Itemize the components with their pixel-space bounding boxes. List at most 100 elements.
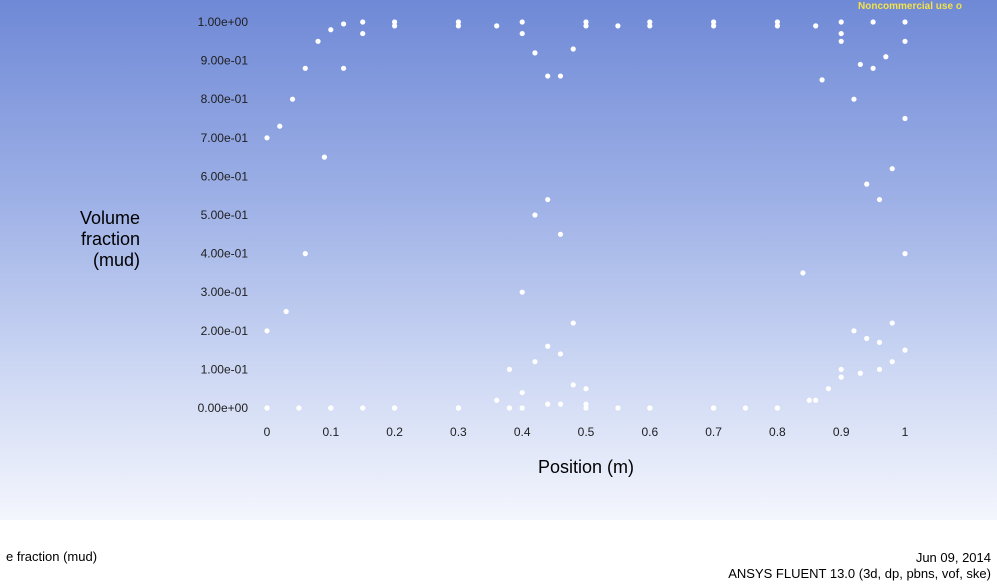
y-tick-labels: 0.00e+00 1.00e-01 2.00e-01 3.00e-01 4.00e-01…: [198, 15, 249, 415]
x-tick-label: 0: [264, 425, 271, 439]
data-point: [819, 77, 825, 83]
data-point: [883, 54, 889, 60]
data-point: [545, 196, 551, 203]
y-tick-label: 2.00e-01: [201, 324, 249, 338]
data-point: [583, 401, 589, 407]
data-point: [870, 19, 876, 25]
data-point: [889, 320, 895, 326]
data-point: [902, 19, 908, 25]
data-point: [340, 65, 347, 71]
data-point: [838, 38, 844, 44]
data-point: [876, 196, 883, 203]
data-point: [838, 19, 844, 25]
data-point: [889, 359, 895, 365]
data-point: [494, 23, 500, 29]
data-points: [264, 19, 908, 411]
data-point: [570, 46, 576, 52]
y-axis-title-line-2: fraction: [81, 229, 140, 249]
data-point: [583, 19, 589, 25]
data-point: [264, 405, 270, 411]
y-tick-label: 6.00e-01: [201, 169, 249, 183]
y-tick-label: 1.00e-01: [201, 362, 249, 376]
data-point: [289, 96, 296, 102]
data-point: [800, 270, 806, 276]
data-point: [902, 347, 908, 353]
footer-date: Jun 09, 2014: [915, 550, 991, 565]
data-point: [902, 251, 908, 257]
footer-solver: ANSYS FLUENT 13.0 (3d, dp, pbns, vof, sk…: [728, 566, 991, 581]
x-tick-label: 0.1: [322, 425, 339, 439]
data-point: [857, 370, 863, 376]
data-point: [455, 405, 461, 411]
x-tick-labels: 0 0.1 0.2 0.3 0.4 0.5 0.6 0.7 0.8 0.9 1: [264, 425, 909, 439]
data-point: [851, 328, 857, 334]
data-point: [494, 397, 500, 403]
y-tick-label: 5.00e-01: [201, 208, 249, 222]
data-point: [774, 19, 781, 25]
data-point: [583, 23, 589, 29]
data-point: [825, 386, 832, 392]
data-point: [557, 351, 564, 357]
y-tick-label: 1.00e+00: [198, 15, 249, 29]
data-point: [864, 335, 870, 342]
data-point: [570, 382, 576, 388]
data-point: [532, 50, 538, 56]
data-point: [360, 19, 366, 25]
x-tick-label: 0.6: [641, 425, 658, 439]
data-point: [392, 405, 398, 411]
x-tick-label: 0.8: [769, 425, 786, 439]
x-tick-label: 0.3: [450, 425, 467, 439]
data-point: [506, 405, 513, 411]
data-point: [647, 23, 653, 29]
data-point: [813, 397, 819, 403]
y-tick-label: 3.00e-01: [201, 285, 249, 299]
y-axis-title-line-1: Volume: [80, 208, 140, 228]
data-point: [870, 65, 876, 71]
data-point: [876, 366, 883, 372]
data-point: [519, 389, 525, 396]
data-point: [545, 73, 551, 79]
data-point: [864, 181, 870, 187]
data-point: [583, 386, 589, 392]
chart-svg: 0.00e+00 1.00e-01 2.00e-01 3.00e-01 4.00e-01…: [80, 15, 909, 477]
plot-panel: [0, 0, 997, 520]
data-point: [557, 73, 564, 79]
data-point: [557, 231, 564, 237]
x-tick-label: 0.5: [578, 425, 595, 439]
data-point: [392, 19, 398, 25]
data-point: [557, 401, 564, 407]
data-point: [838, 30, 844, 37]
data-point: [277, 123, 283, 129]
data-point: [519, 405, 525, 411]
data-point: [902, 38, 908, 44]
data-point: [455, 19, 461, 25]
data-point: [902, 115, 908, 122]
data-point: [711, 23, 717, 29]
data-point: [283, 308, 289, 315]
y-axis-title-line-3: (mud): [93, 250, 140, 270]
watermark: Noncommercial use o: [858, 1, 962, 12]
data-point: [742, 405, 749, 411]
data-point: [302, 251, 308, 257]
data-point: [838, 366, 844, 372]
data-point: [360, 30, 366, 37]
data-point: [296, 405, 302, 411]
data-point: [519, 19, 525, 25]
data-point: [321, 154, 328, 160]
data-point: [455, 23, 461, 29]
data-point: [876, 339, 883, 345]
data-point: [328, 405, 334, 411]
data-point: [615, 23, 621, 29]
x-tick-label: 0.4: [514, 425, 531, 439]
footer-caption: e fraction (mud): [6, 549, 98, 564]
data-point: [519, 30, 525, 37]
x-tick-label: 1: [902, 425, 909, 439]
y-tick-label: 4.00e-01: [201, 247, 249, 261]
y-tick-label: 0.00e+00: [198, 401, 249, 415]
data-point: [545, 401, 551, 407]
data-point: [264, 328, 270, 334]
data-point: [813, 23, 819, 29]
data-point: [857, 61, 863, 68]
y-tick-label: 8.00e-01: [201, 92, 249, 106]
data-point: [340, 21, 347, 27]
